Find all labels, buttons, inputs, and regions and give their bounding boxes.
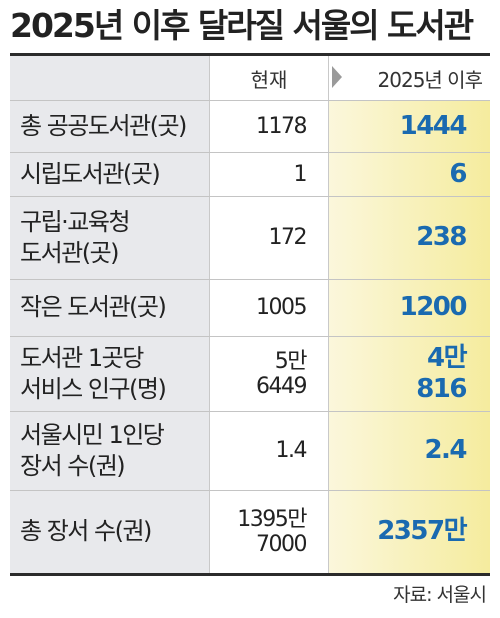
row-current-value-line: 7000 [256, 531, 307, 557]
row-divider [10, 490, 490, 491]
row-after-value: 1200 [330, 279, 468, 336]
row-label: 작은 도서관(곳) [20, 279, 206, 336]
row-after-value: 2357만 [330, 490, 467, 573]
label-column-background [10, 56, 209, 573]
arrow-right-icon [332, 66, 342, 88]
row-current-value-line: 1178 [256, 113, 308, 139]
row-label: 시립도서관(곳) [20, 152, 206, 196]
row-after-value-line: 1200 [399, 292, 468, 322]
row-current-value-line: 6449 [256, 373, 308, 399]
row-after-value: 2.4 [330, 411, 467, 490]
row-label: 서울시민 1인당 장서 수(권) [20, 411, 206, 490]
row-after-value-line: 1444 [399, 110, 468, 141]
row-label: 총 장서 수(권) [20, 490, 206, 573]
source-note: 자료: 서울시 [393, 584, 487, 606]
row-divider [10, 336, 490, 337]
row-label-line: 총 장서 수(권) [20, 517, 152, 545]
column-divider [328, 56, 329, 573]
header-after: 2025년 이후 [377, 67, 483, 92]
row-label-line: 장서 수(권) [20, 451, 126, 480]
row-current-value: 1.4 [210, 411, 308, 490]
row-label: 구립·교육청 도서관(곳) [20, 196, 206, 279]
row-label-line: 서울시민 1인당 [20, 420, 165, 449]
row-current-value: 1395만 7000 [210, 490, 307, 573]
page-title: 2025년 이후 달라질 서울의 도서관 [10, 6, 474, 45]
row-after-value-line: 4만 [426, 342, 468, 373]
row-current-value-line: 5만 [274, 348, 308, 374]
row-current-value-line: 172 [268, 225, 308, 250]
row-current-value: 1178 [210, 100, 308, 152]
row-label-line: 작은 도서관(곳) [20, 293, 167, 321]
row-current-value: 1 [210, 152, 308, 196]
row-divider [10, 279, 490, 280]
row-current-value-line: 1395만 [237, 506, 307, 532]
row-current-value: 1005 [210, 279, 308, 336]
row-label-line: 도서관 1곳당 [20, 343, 144, 372]
row-after-value-line: 238 [416, 222, 467, 252]
row-after-value-line: 6 [449, 158, 467, 189]
row-label: 도서관 1곳당 서비스 인구(명) [20, 336, 206, 411]
row-after-value-line: 816 [416, 373, 467, 404]
row-label-line: 시립도서관(곳) [20, 159, 161, 188]
row-label-line: 도서관(곳) [20, 238, 120, 267]
header-current: 현재 [250, 67, 288, 92]
row-current-value-line: 1.4 [275, 438, 308, 463]
row-divider [10, 152, 490, 153]
row-current-value: 5만 6449 [210, 336, 308, 411]
row-after-value-line: 2357만 [377, 516, 467, 546]
row-after-value: 4만 816 [330, 336, 468, 411]
row-label-line: 서비스 인구(명) [20, 374, 167, 403]
row-label-line: 구립·교육청 [20, 207, 131, 236]
row-after-value: 238 [330, 196, 467, 279]
row-label: 총 공공도서관(곳) [20, 100, 206, 152]
row-divider [10, 100, 490, 101]
row-label-line: 총 공공도서관(곳) [20, 111, 187, 140]
row-after-value-line: 2.4 [424, 435, 467, 465]
row-divider [10, 196, 490, 197]
top-rule [10, 53, 490, 56]
row-current-value: 172 [210, 196, 308, 279]
row-after-value: 1444 [330, 100, 468, 152]
row-after-value: 6 [330, 152, 467, 196]
row-current-value-line: 1005 [256, 295, 308, 320]
row-divider [10, 411, 490, 412]
bottom-rule [10, 573, 490, 576]
column-divider [209, 56, 210, 573]
row-current-value-line: 1 [293, 161, 308, 187]
